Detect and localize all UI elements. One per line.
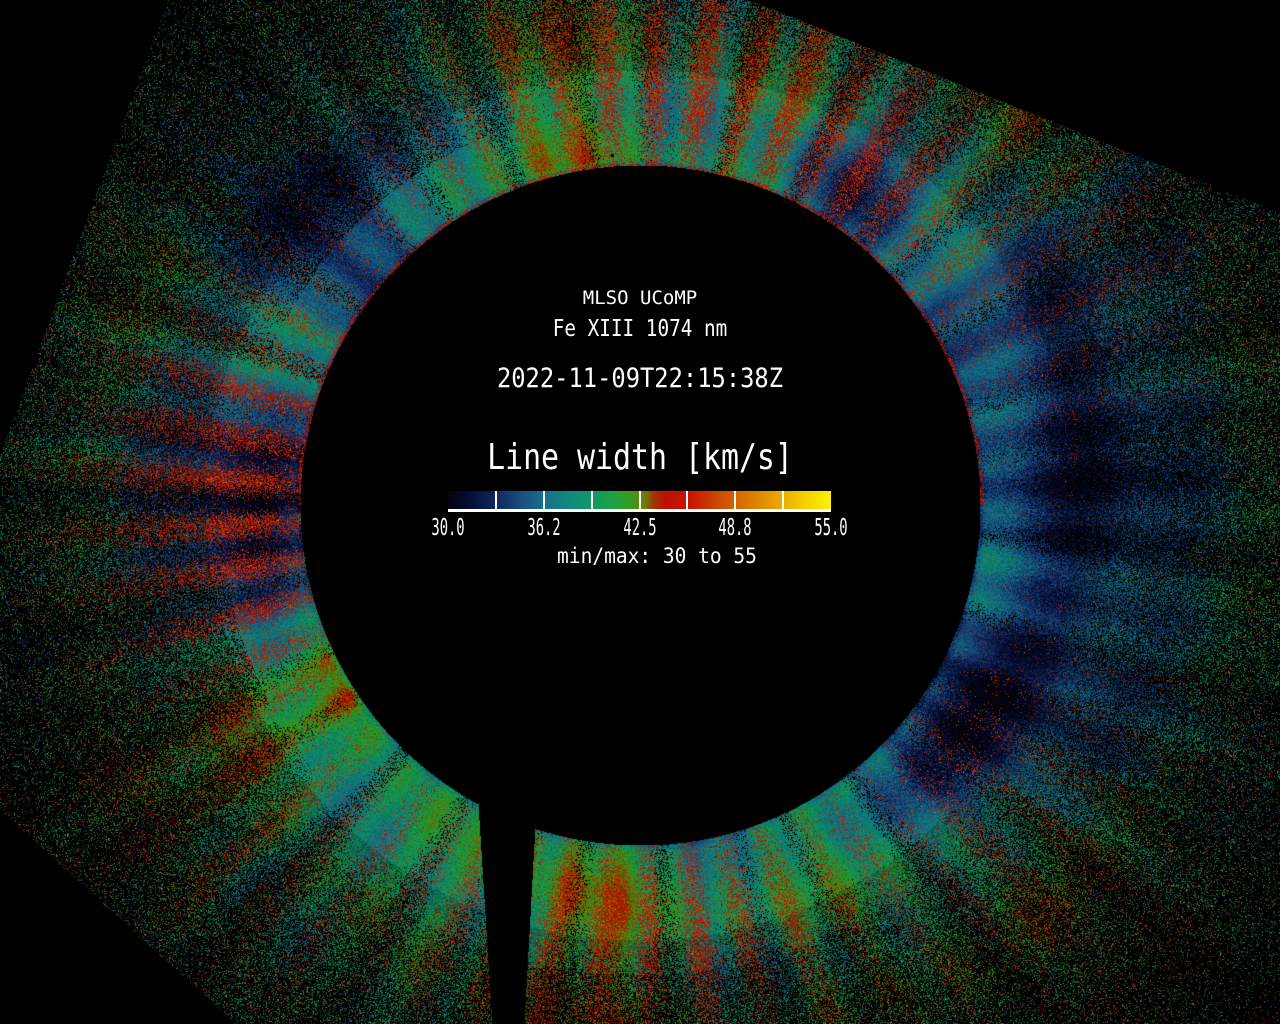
colorbar-title: Line width [km/s]	[487, 437, 793, 478]
colorbar-tick	[686, 491, 689, 512]
observatory-title: MLSO UCoMP	[582, 287, 698, 309]
colorbar	[448, 491, 831, 512]
spectral-line-label: Fe XIII 1074 nm	[552, 316, 728, 342]
colorbar-tick-label: 30.0	[431, 515, 465, 541]
observation-timestamp: 2022-11-09T22:15:38Z	[496, 363, 784, 394]
colorbar-tick	[542, 491, 545, 512]
colorbar-tick-label: 36.2	[527, 515, 561, 541]
colorbar-tick-label: 48.8	[718, 515, 752, 541]
colorbar-tick	[638, 491, 641, 512]
colorbar-tick	[590, 491, 593, 512]
colorbar-tick-label: 42.5	[622, 515, 657, 541]
colorbar-tick	[734, 491, 737, 512]
colorbar-minmax-label: min/max: 30 to 55	[557, 544, 757, 568]
colorbar-tick	[494, 491, 497, 512]
colorbar-tick	[782, 491, 785, 512]
colorbar-tick-labels: 30.0 36.2 42.5 48.8 55.0	[431, 515, 847, 541]
colorbar-tick-label: 55.0	[814, 515, 848, 541]
